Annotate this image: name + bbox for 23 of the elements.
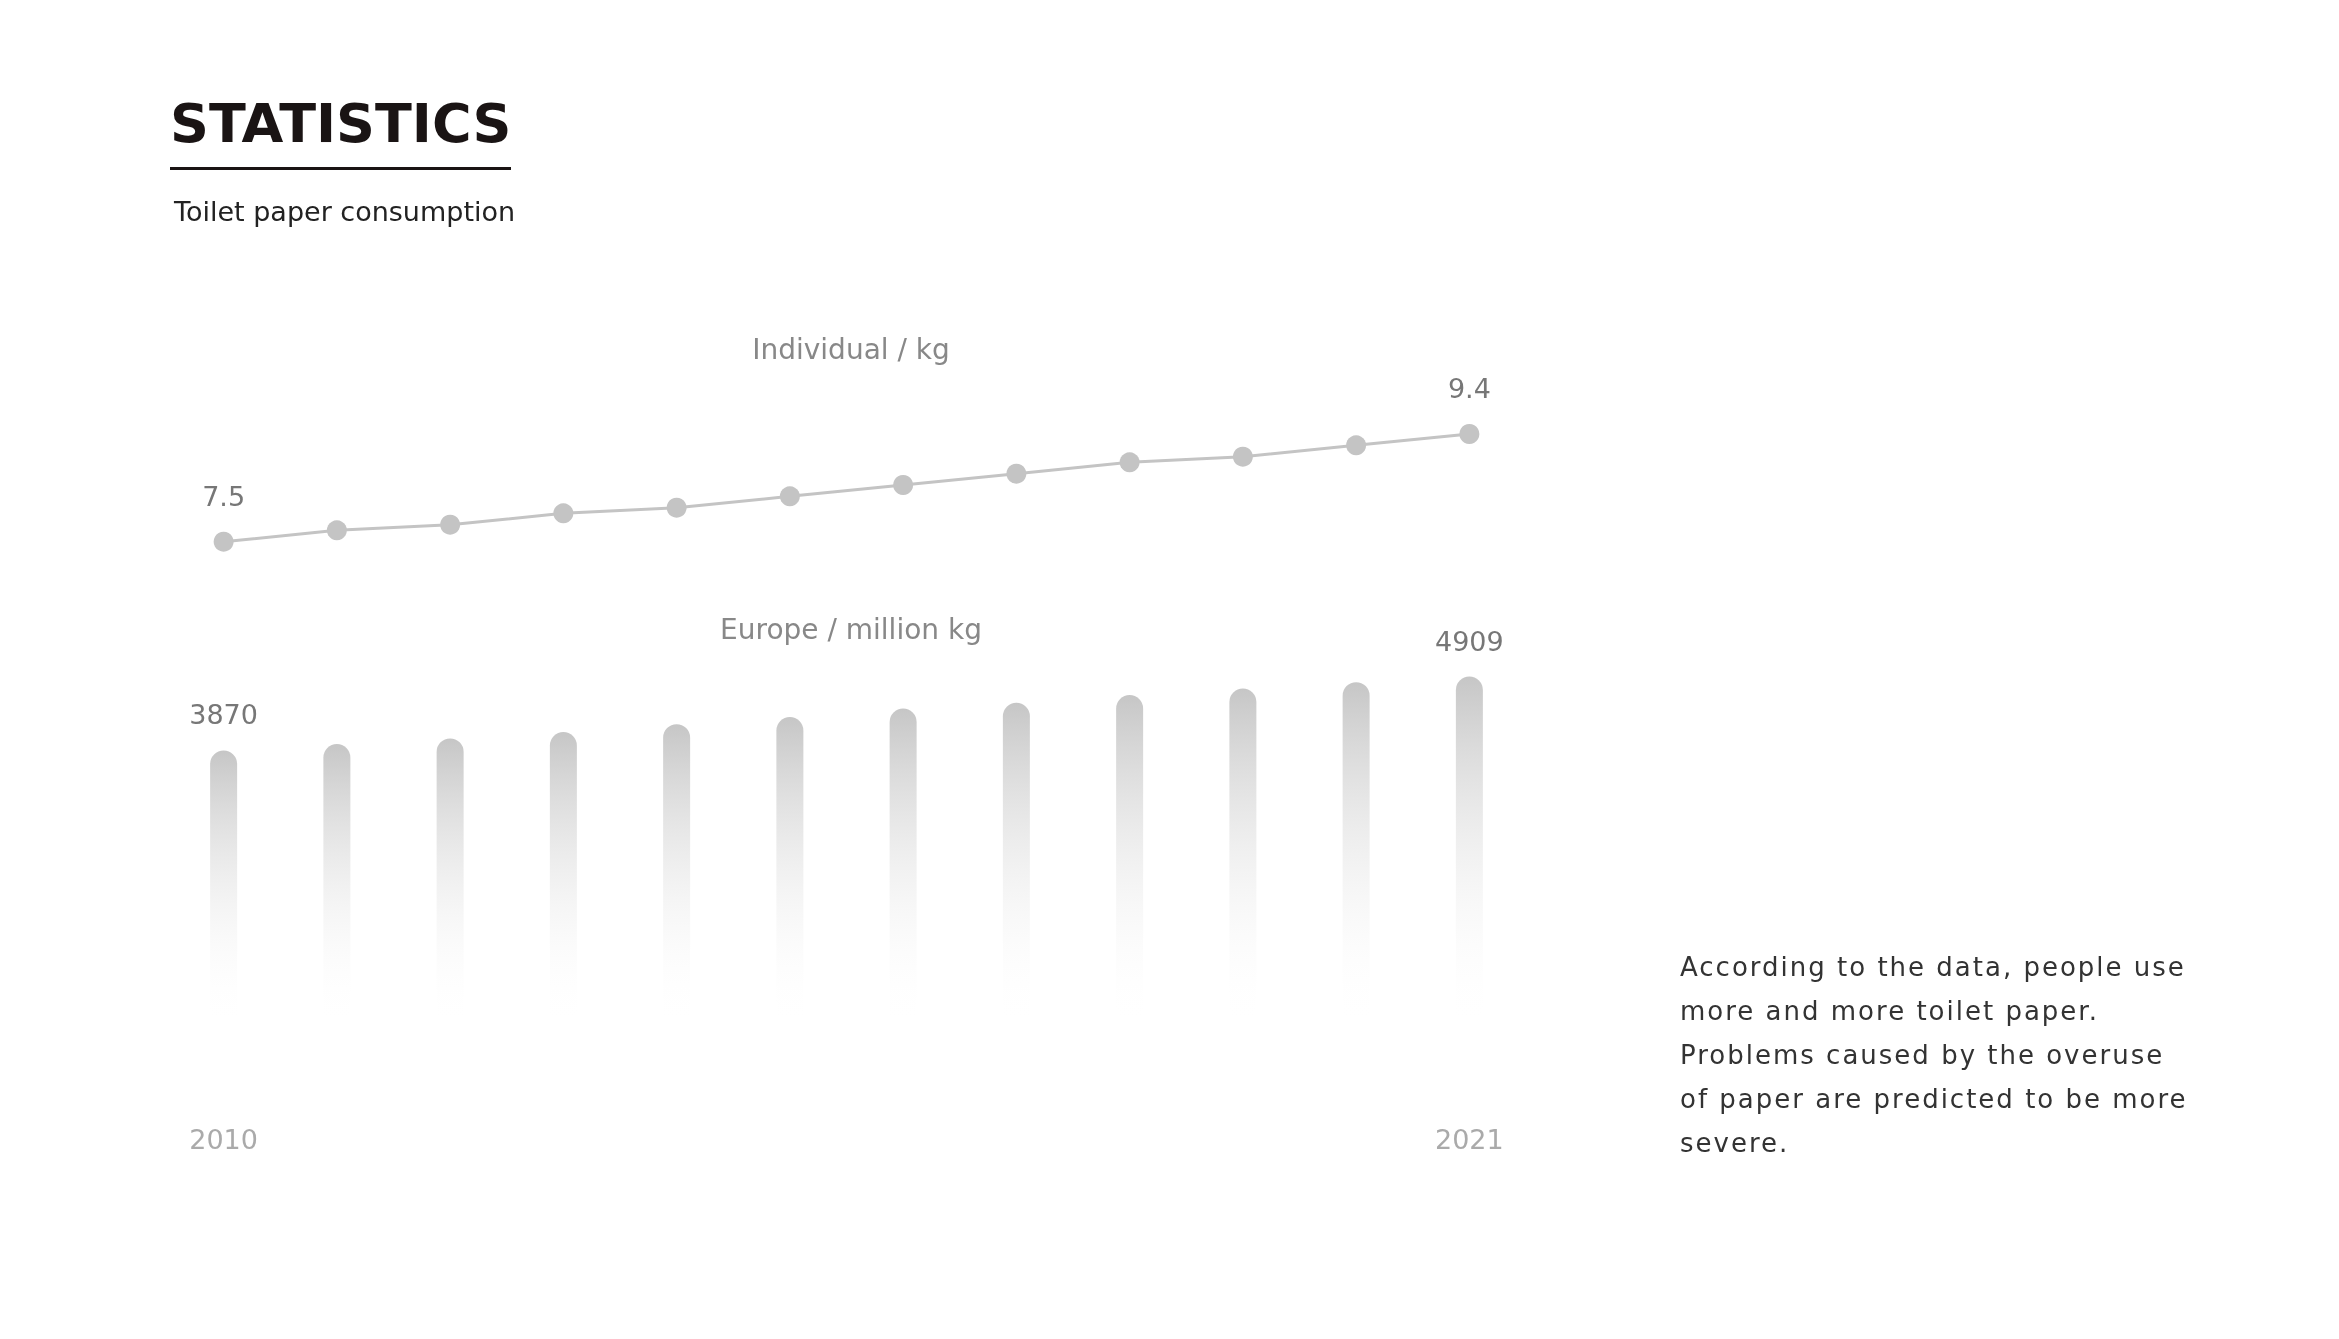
text: Toilet paper consumption	[174, 196, 516, 227]
point	[440, 514, 461, 535]
point	[1232, 446, 1253, 467]
chart-title: Individual / kg	[752, 332, 950, 366]
point	[666, 497, 687, 518]
point	[779, 486, 800, 507]
text: STATISTICS	[170, 92, 512, 170]
point	[213, 531, 234, 552]
x-tick-label: 2010	[189, 1124, 258, 1155]
point	[1006, 463, 1027, 484]
point	[1119, 452, 1140, 473]
point	[553, 503, 574, 524]
point	[326, 520, 347, 541]
data-label: 7.5	[202, 480, 246, 512]
data-label: 4909	[1435, 625, 1504, 657]
data-label: 3870	[189, 699, 258, 731]
data-label: 9.4	[1447, 373, 1491, 405]
point	[1346, 435, 1367, 456]
text: According to the data, people use more and more toilet paper. Problems caused by the overuse of paper are predicted to be more severe.	[1680, 951, 2189, 1160]
point	[893, 475, 914, 496]
chart-title: Europe / million kg	[720, 612, 982, 646]
point	[1459, 424, 1480, 445]
x-tick-label: 2021	[1435, 1124, 1504, 1155]
